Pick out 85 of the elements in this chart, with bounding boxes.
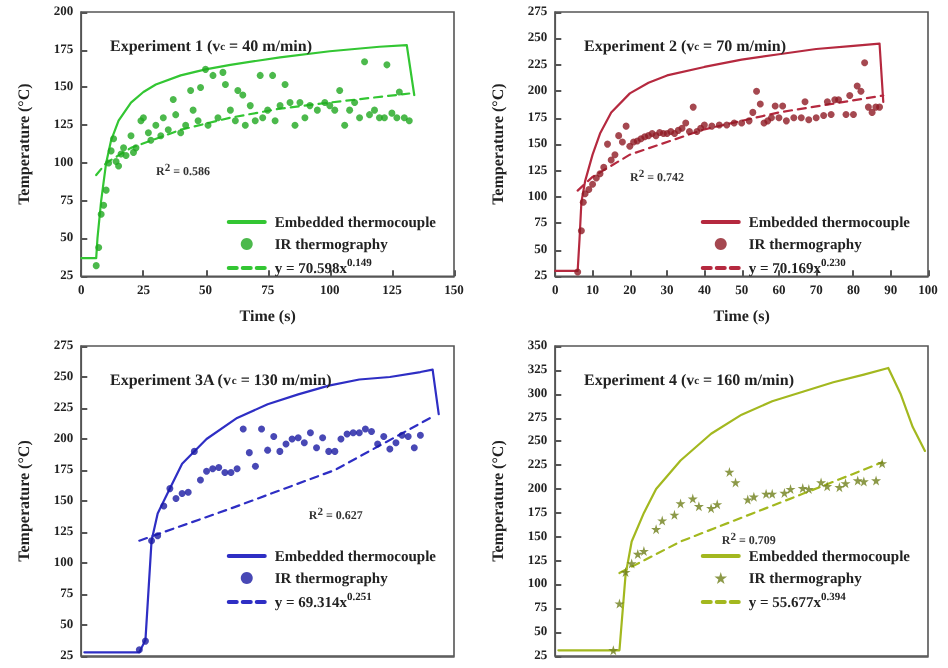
line-series <box>138 415 434 542</box>
point <box>797 483 808 494</box>
point <box>416 431 424 439</box>
line-series <box>95 92 411 177</box>
point <box>626 558 637 569</box>
point <box>270 433 278 441</box>
point <box>632 548 643 559</box>
x-axis-title: Time (s) <box>713 307 771 325</box>
point <box>398 431 406 439</box>
point <box>245 449 253 457</box>
point <box>871 475 882 486</box>
point <box>178 490 186 498</box>
x-axis-title: Time (s) <box>239 307 297 325</box>
point <box>724 466 735 477</box>
point <box>410 444 418 452</box>
point <box>404 433 412 441</box>
point <box>816 477 827 488</box>
point <box>148 537 156 545</box>
point <box>172 495 180 503</box>
point <box>374 440 382 448</box>
point <box>209 465 217 473</box>
point <box>730 477 741 488</box>
point <box>319 434 327 442</box>
point <box>368 428 376 436</box>
point <box>614 598 625 609</box>
point <box>190 447 198 455</box>
point <box>331 447 339 455</box>
point <box>227 468 235 476</box>
y-axis-title: Temperature (°C) <box>15 82 33 205</box>
point <box>325 447 333 455</box>
point <box>852 475 863 486</box>
point <box>620 567 631 578</box>
point <box>276 447 284 455</box>
point <box>779 487 790 498</box>
point <box>380 433 388 441</box>
point <box>300 439 308 447</box>
point <box>264 446 272 454</box>
point <box>858 476 869 487</box>
point <box>638 546 649 557</box>
point <box>361 425 369 433</box>
point <box>748 491 759 502</box>
point <box>154 532 162 540</box>
point <box>693 501 704 512</box>
point <box>761 488 772 499</box>
point <box>877 458 888 469</box>
point <box>669 509 680 520</box>
point <box>349 429 357 437</box>
point <box>215 464 223 472</box>
point <box>166 485 174 493</box>
point <box>306 429 314 437</box>
point <box>233 465 241 473</box>
point <box>712 499 723 510</box>
point <box>785 484 796 495</box>
point <box>657 515 668 526</box>
point <box>221 468 229 476</box>
point <box>160 502 168 510</box>
point <box>196 476 204 484</box>
point <box>840 478 851 489</box>
line-series <box>83 368 440 654</box>
point <box>822 481 833 492</box>
point <box>706 503 717 514</box>
point <box>294 434 302 442</box>
line-series <box>557 366 927 652</box>
point <box>834 482 845 493</box>
y-axis-title: Temperature (°C) <box>15 439 33 562</box>
point <box>313 444 321 452</box>
point <box>258 425 266 433</box>
point <box>392 439 400 447</box>
y-axis-title: Temperature (°C) <box>489 439 507 562</box>
point <box>184 488 192 496</box>
point <box>767 488 778 499</box>
point <box>651 524 662 535</box>
point <box>141 637 149 645</box>
point <box>135 646 143 654</box>
point <box>675 498 686 509</box>
point <box>742 494 753 505</box>
point <box>608 645 619 656</box>
point <box>355 429 363 437</box>
point <box>203 467 211 475</box>
point <box>251 462 259 470</box>
point <box>386 445 394 453</box>
point <box>687 493 698 504</box>
point <box>803 484 814 495</box>
y-axis-title: Temperature (°C) <box>489 82 507 205</box>
point <box>239 425 247 433</box>
